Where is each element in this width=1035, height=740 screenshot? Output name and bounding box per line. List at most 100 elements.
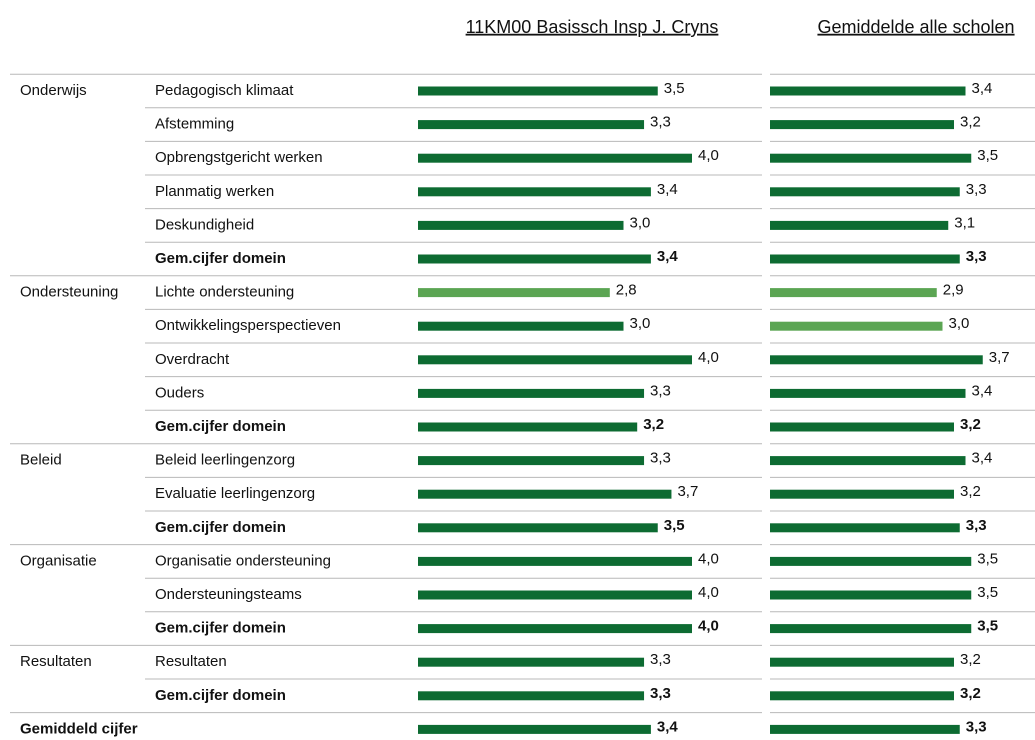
bar	[770, 120, 954, 130]
group-label: Resultaten	[20, 653, 92, 670]
value-label: 3,4	[657, 181, 678, 198]
value-label: 3,3	[650, 685, 671, 702]
row-label: Gem.cijfer domein	[155, 620, 286, 637]
value-label: 3,0	[630, 315, 651, 332]
value-label: 3,3	[966, 181, 987, 198]
group-label: Beleid	[20, 452, 62, 469]
bar	[770, 86, 966, 96]
row-label: Lichte ondersteuning	[155, 284, 294, 301]
bar	[418, 120, 645, 130]
value-label: 4,0	[698, 349, 719, 366]
row-label: Beleid leerlingenzorg	[155, 452, 295, 469]
value-label: 3,2	[960, 685, 981, 702]
row-label: Pedagogisch klimaat	[155, 82, 294, 99]
bar	[418, 724, 651, 734]
value-label: 2,8	[616, 282, 637, 299]
value-label: 4,0	[698, 550, 719, 567]
value-label: 3,5	[977, 584, 998, 601]
value-label: 3,4	[657, 248, 679, 265]
bar	[418, 489, 672, 499]
bar	[418, 153, 692, 163]
value-label: 3,5	[664, 517, 685, 534]
bar	[770, 153, 972, 163]
value-label: 3,5	[977, 550, 998, 567]
bar	[770, 355, 983, 365]
value-label: 3,3	[966, 718, 987, 735]
value-label: 3,4	[657, 718, 679, 735]
value-label: 3,5	[977, 618, 998, 635]
value-label: 3,7	[989, 349, 1010, 366]
bar	[418, 657, 645, 667]
value-label: 3,7	[677, 483, 698, 500]
value-label: 3,3	[650, 114, 671, 131]
column-title: 11KM00 Basissch Insp J. Cryns	[466, 17, 719, 37]
value-label: 3,2	[643, 416, 664, 433]
bar	[418, 220, 624, 230]
value-label: 3,5	[977, 147, 998, 164]
column-title: Gemiddelde alle scholen	[817, 17, 1014, 37]
value-label: 3,4	[972, 382, 993, 399]
value-label: 3,3	[966, 248, 987, 265]
bar	[418, 556, 692, 566]
group-label: Gemiddeld cijfer	[20, 720, 138, 737]
bar	[418, 523, 658, 533]
bar	[770, 254, 960, 264]
value-label: 3,2	[960, 114, 981, 131]
bar	[418, 422, 638, 432]
row-label: Gem.cijfer domein	[155, 687, 286, 704]
value-label: 3,4	[972, 450, 993, 467]
bar	[418, 355, 692, 365]
value-label: 3,3	[650, 450, 671, 467]
bar	[418, 321, 624, 331]
row-label: Organisatie ondersteuning	[155, 552, 331, 569]
bar	[770, 590, 972, 600]
bar	[770, 657, 954, 667]
value-label: 3,3	[966, 517, 987, 534]
value-label: 3,2	[960, 483, 981, 500]
bar	[418, 624, 692, 634]
row-label: Gem.cijfer domein	[155, 418, 286, 435]
bar	[418, 86, 658, 96]
bar	[770, 691, 954, 701]
row-label: Deskundigheid	[155, 216, 254, 233]
value-label: 3,3	[650, 382, 671, 399]
row-label: Ouders	[155, 384, 204, 401]
bar	[770, 556, 972, 566]
bar	[418, 288, 610, 298]
value-label: 2,9	[943, 282, 964, 299]
row-label: Gem.cijfer domein	[155, 250, 286, 267]
value-label: 3,3	[650, 651, 671, 668]
row-label: Opbrengstgericht werken	[155, 149, 323, 166]
row-label: Resultaten	[155, 653, 227, 670]
value-label: 4,0	[698, 618, 719, 635]
bar	[418, 254, 651, 264]
row-label: Ondersteuningsteams	[155, 586, 302, 603]
row-label: Evaluatie leerlingenzorg	[155, 485, 315, 502]
bar	[770, 489, 954, 499]
bar	[770, 724, 960, 734]
group-label: Organisatie	[20, 552, 97, 569]
value-label: 3,0	[630, 214, 651, 231]
row-label: Afstemming	[155, 116, 234, 133]
value-label: 3,4	[972, 80, 993, 97]
value-label: 4,0	[698, 584, 719, 601]
bar	[770, 321, 943, 331]
bar	[418, 691, 645, 701]
bar	[770, 456, 966, 466]
value-label: 3,1	[954, 214, 975, 231]
bar	[770, 523, 960, 533]
bar	[770, 624, 972, 634]
group-label: Ondersteuning	[20, 284, 118, 301]
row-label: Overdracht	[155, 351, 230, 368]
bar	[770, 220, 949, 230]
value-label: 4,0	[698, 147, 719, 164]
row-label: Gem.cijfer domein	[155, 519, 286, 536]
bar	[418, 456, 645, 466]
row-label: Ontwikkelingsperspectieven	[155, 317, 341, 334]
bar	[418, 187, 651, 197]
group-label: Onderwijs	[20, 82, 87, 99]
bar	[770, 288, 937, 298]
bar	[770, 388, 966, 398]
value-label: 3,0	[949, 315, 970, 332]
